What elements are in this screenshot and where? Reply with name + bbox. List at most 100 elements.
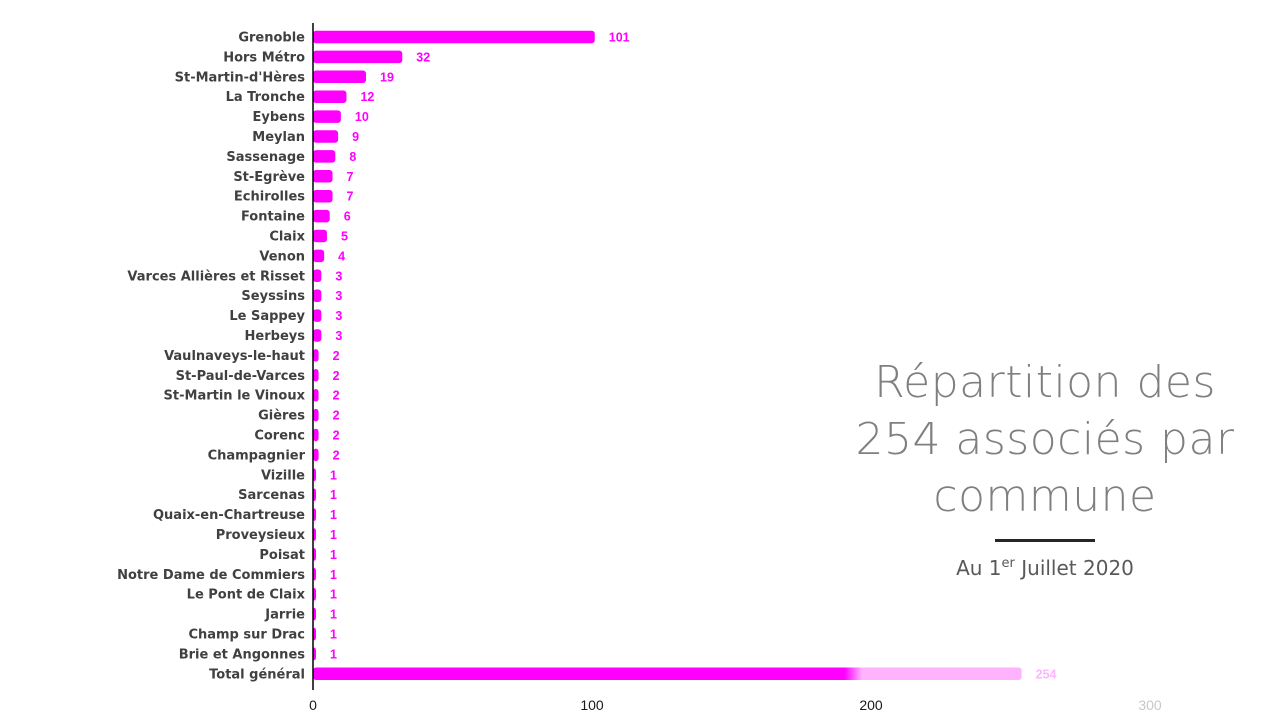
value-label: 2 xyxy=(333,448,340,462)
value-label: 1 xyxy=(330,488,337,502)
bar xyxy=(313,269,322,283)
category-label: Hors Métro xyxy=(223,50,305,65)
value-label: 3 xyxy=(335,289,342,303)
category-label: Meylan xyxy=(252,130,305,145)
bar xyxy=(313,289,322,302)
title-line-2: 254 associés par xyxy=(855,414,1235,465)
category-label: Eybens xyxy=(253,110,306,125)
value-label: 5 xyxy=(341,230,348,244)
category-label: Gières xyxy=(258,409,305,424)
bar xyxy=(313,229,327,243)
bar xyxy=(313,209,330,223)
category-label: Corenc xyxy=(254,429,305,444)
value-label: 8 xyxy=(349,150,356,164)
value-label: 1 xyxy=(330,628,337,642)
title-divider xyxy=(995,539,1095,542)
category-label: Le Sappey xyxy=(229,309,305,324)
category-label: Grenoble xyxy=(238,31,305,46)
value-label: 1 xyxy=(330,608,337,622)
category-label: Sarcenas xyxy=(238,488,305,503)
value-label: 2 xyxy=(333,429,340,443)
category-label: St-Martin le Vinoux xyxy=(164,389,306,404)
value-label: 1 xyxy=(330,647,337,661)
bar xyxy=(313,189,333,203)
value-label: 3 xyxy=(335,269,342,283)
value-label: 4 xyxy=(338,249,345,263)
bar xyxy=(313,70,367,84)
category-label: Varces Allières et Risset xyxy=(127,269,305,284)
title-line-3: commune xyxy=(933,471,1157,522)
value-label: 6 xyxy=(344,210,351,224)
value-label: 2 xyxy=(333,389,340,403)
category-label: Claix xyxy=(269,230,305,245)
category-label: St-Paul-de-Varces xyxy=(176,369,306,384)
bar xyxy=(313,369,319,382)
category-label: Notre Dame de Commiers xyxy=(117,568,305,583)
category-label: Fontaine xyxy=(241,210,305,225)
value-label: 2 xyxy=(333,409,340,423)
title-line-1: Répartition des xyxy=(874,357,1216,408)
value-label: 1 xyxy=(330,508,337,522)
bar xyxy=(313,329,322,342)
bar xyxy=(313,150,336,163)
value-label: 9 xyxy=(352,130,359,144)
value-label: 19 xyxy=(380,70,394,84)
category-label: Proveysieux xyxy=(216,528,306,543)
category-label: Poisat xyxy=(259,548,305,563)
category-label: Herbeys xyxy=(245,329,306,344)
category-label: Jarrie xyxy=(264,608,305,623)
bar xyxy=(313,130,339,143)
subtitle-date: Au 1er Juillet 2020 xyxy=(840,556,1250,580)
value-label: 1 xyxy=(330,588,337,602)
bars xyxy=(313,30,1022,681)
x-tick-label: 100 xyxy=(580,697,604,713)
category-labels: Grenoble Hors Métro St-Martin-d'Hères La Tr… xyxy=(117,31,305,683)
bar xyxy=(313,90,347,103)
category-label: St-Martin-d'Hères xyxy=(175,70,306,85)
category-label: Vizille xyxy=(261,468,305,483)
subtitle-prefix: Au 1 xyxy=(956,556,1002,580)
category-label: Le Pont de Claix xyxy=(187,588,306,603)
x-tick-label: 200 xyxy=(859,697,883,713)
value-label: 7 xyxy=(347,190,354,204)
category-label: Brie et Angonnes xyxy=(179,647,306,662)
bar xyxy=(313,408,319,422)
category-label: Seyssins xyxy=(241,289,305,304)
bar xyxy=(313,30,595,44)
category-label: Echirolles xyxy=(234,190,305,205)
category-label: Sassenage xyxy=(226,150,305,165)
value-label: 2 xyxy=(333,349,340,363)
bar xyxy=(313,50,403,64)
bar xyxy=(313,249,325,263)
category-label: Total général xyxy=(209,667,305,682)
value-label: 10 xyxy=(355,110,369,124)
value-label: 3 xyxy=(335,329,342,343)
value-label: 101 xyxy=(609,31,630,45)
category-label: Quaix-en-Chartreuse xyxy=(153,508,305,523)
bar xyxy=(313,110,341,123)
bar-total xyxy=(313,667,1022,681)
subtitle-superscript: er xyxy=(1001,556,1015,571)
bar xyxy=(313,170,333,183)
x-axis-tick-labels: 0 100 200 300 xyxy=(309,697,1162,713)
value-label: 1 xyxy=(330,568,337,582)
value-label: 2 xyxy=(333,369,340,383)
title-block: Répartition des 254 associés par commune… xyxy=(840,354,1250,580)
value-label: 1 xyxy=(330,548,337,562)
x-tick-label: 300 xyxy=(1138,697,1162,713)
value-label: 32 xyxy=(416,50,430,64)
value-label: 1 xyxy=(330,468,337,482)
value-label: 3 xyxy=(335,309,342,323)
bar xyxy=(313,428,319,442)
bar xyxy=(313,388,319,402)
value-label: 1 xyxy=(330,528,337,542)
bar xyxy=(313,309,322,322)
category-label: St-Egrève xyxy=(233,170,305,185)
category-label: Champ sur Drac xyxy=(188,628,305,643)
value-labels: 1013219121098776543333222222111111111125… xyxy=(330,31,1057,682)
category-label: La Tronche xyxy=(226,90,306,105)
value-label: 7 xyxy=(347,170,354,184)
bar xyxy=(313,448,319,462)
bar xyxy=(313,349,319,362)
